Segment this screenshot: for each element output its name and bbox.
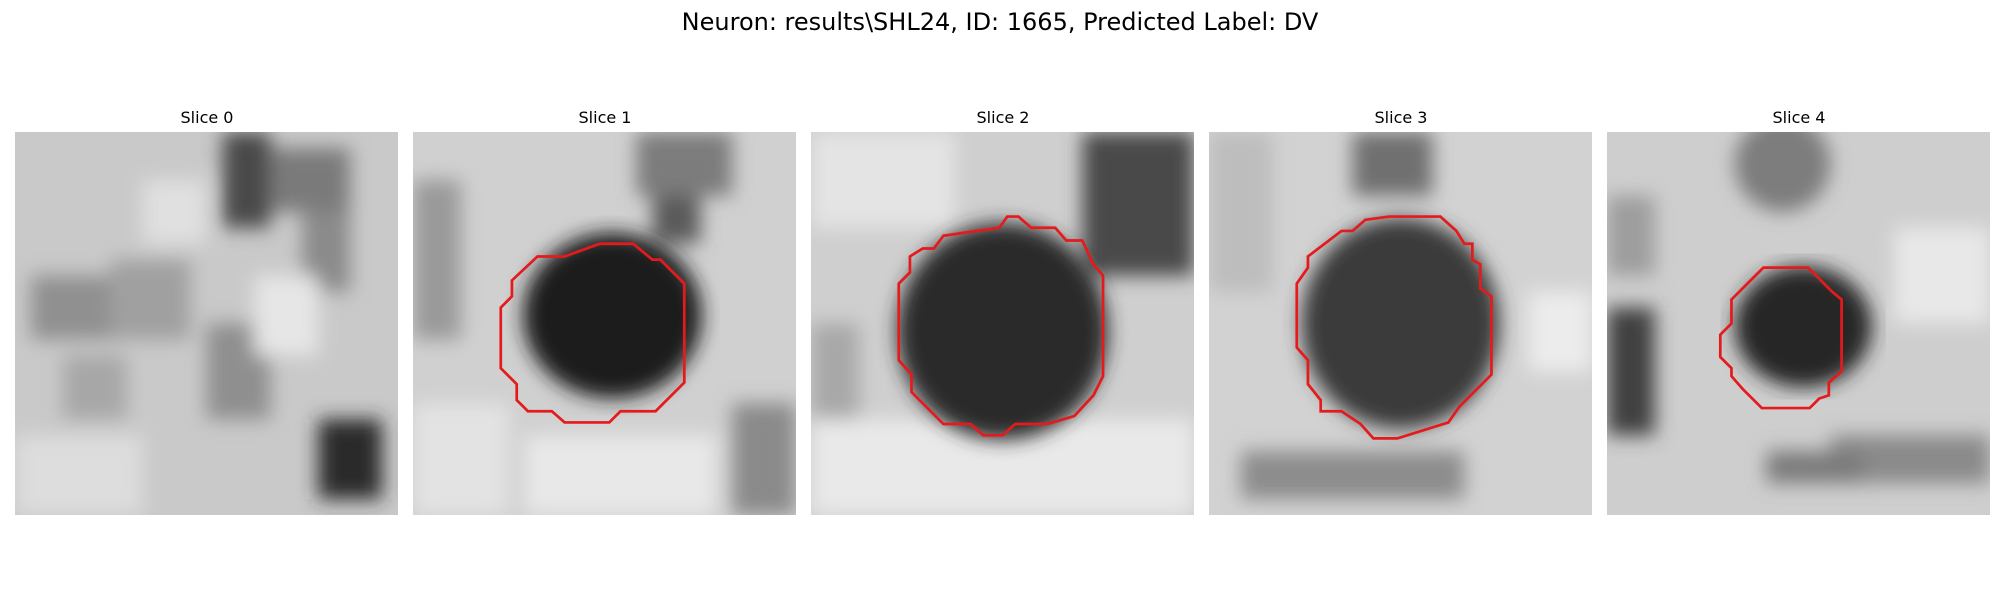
slice-1-image: [413, 132, 796, 515]
slice-0-image: [15, 132, 398, 515]
slice-4-image: [1607, 132, 1990, 515]
slice-panel-3: Slice 3: [1209, 108, 1593, 515]
slice-panel-1: Slice 1: [413, 108, 797, 515]
slice-0-title: Slice 0: [180, 108, 234, 127]
slice-1-contour: [499, 242, 686, 424]
slice-1-title: Slice 1: [578, 108, 632, 127]
slice-2-title: Slice 2: [976, 108, 1030, 127]
slice-4-title: Slice 4: [1772, 108, 1826, 127]
slice-3-title: Slice 3: [1374, 108, 1428, 127]
slice-3-image: [1209, 132, 1592, 515]
slice-3-contour: [1295, 215, 1493, 440]
slice-2-image: [811, 132, 1194, 515]
figure-title: Neuron: results\SHL24, ID: 1665, Predict…: [681, 8, 1319, 36]
slice-panel-0: Slice 0: [15, 108, 399, 515]
slice-panel-4: Slice 4: [1607, 108, 1991, 515]
slice-4-contour: [1718, 266, 1843, 410]
slice-panel-2: Slice 2: [811, 108, 1195, 515]
slice-2-contour: [897, 215, 1105, 437]
